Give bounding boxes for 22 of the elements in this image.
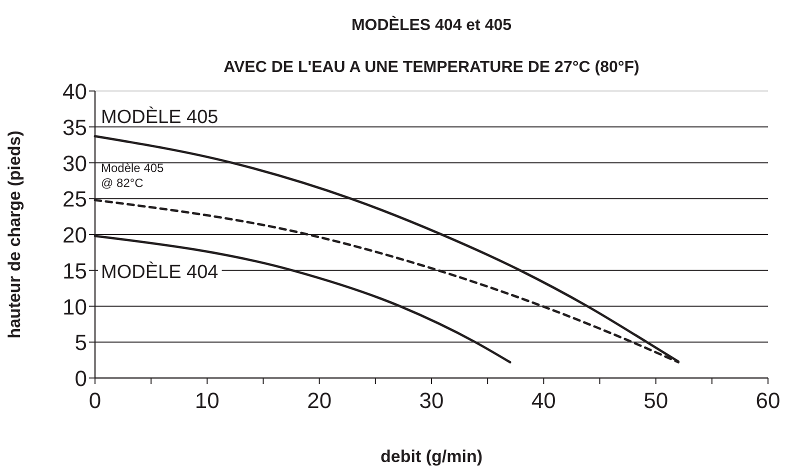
chart-title: MODÈLES 404 et 405 — [351, 15, 512, 34]
x-tick-label: 50 — [644, 388, 668, 413]
y-tick-label: 35 — [62, 114, 87, 140]
y-tick-label: 40 — [62, 79, 87, 104]
x-tick-label: 60 — [756, 388, 780, 413]
series-label: MODÈLE 404 — [101, 260, 219, 283]
series-label: MODÈLE 405 — [101, 106, 218, 128]
y-tick-label: 20 — [62, 222, 87, 248]
y-tick-label: 30 — [62, 150, 87, 176]
x-axis-title: debit (g/min) — [380, 447, 482, 466]
x-tick-label: 20 — [307, 388, 332, 413]
x-tick-label: 30 — [419, 388, 444, 413]
chart-subtitle: AVEC DE L'EAU A UNE TEMPERATURE DE 27°C (80°F) — [224, 59, 640, 76]
x-tick-label: 10 — [194, 388, 220, 413]
y-tick-label: 10 — [62, 294, 87, 320]
x-tick-label: 40 — [531, 388, 556, 413]
series-label: Modèle 405 @ 82°C — [101, 161, 164, 190]
y-tick-label: 15 — [62, 258, 87, 284]
y-tick-label: 25 — [62, 186, 87, 212]
y-tick-label: 0 — [74, 366, 87, 391]
y-tick-label: 5 — [74, 330, 87, 356]
y-axis-title: hauteur de charge (pieds) — [5, 130, 24, 338]
